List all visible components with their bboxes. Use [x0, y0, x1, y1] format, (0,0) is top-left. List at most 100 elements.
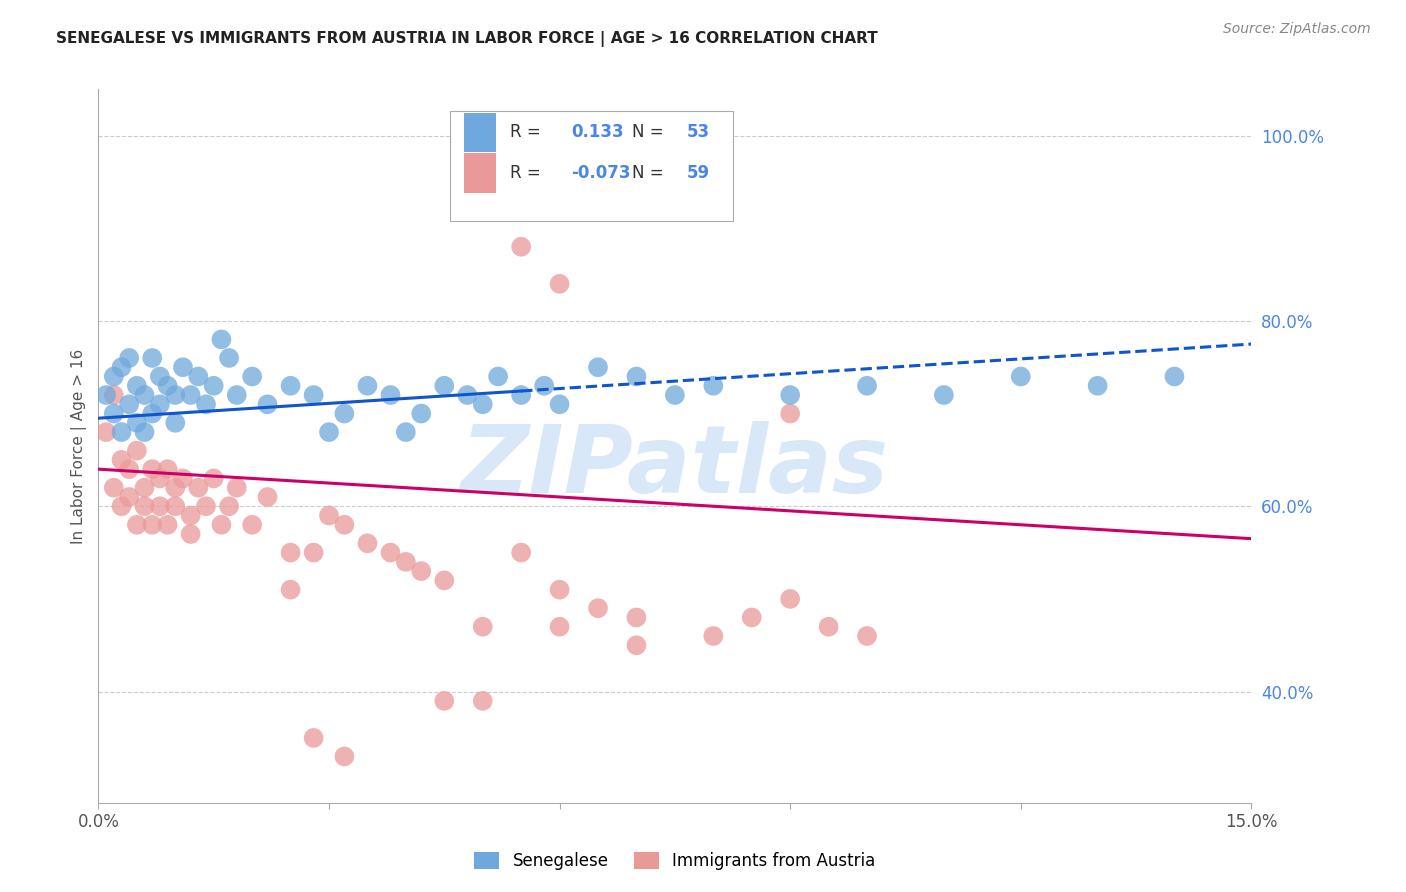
Point: [218, 351, 240, 365]
Point: [548, 620, 571, 634]
Point: [156, 517, 179, 532]
Point: [118, 490, 141, 504]
Point: [256, 490, 278, 504]
Point: [411, 564, 433, 578]
Point: [548, 277, 571, 291]
Point: [433, 574, 456, 588]
Point: [134, 425, 156, 439]
Point: [103, 369, 125, 384]
Point: [110, 453, 132, 467]
Point: [125, 378, 148, 392]
Point: [356, 378, 378, 392]
Point: [280, 378, 302, 392]
Point: [156, 378, 179, 392]
Point: [626, 610, 648, 624]
Point: [702, 629, 724, 643]
Point: [149, 369, 172, 384]
Point: [817, 620, 839, 634]
Point: [779, 407, 801, 421]
Point: [118, 462, 141, 476]
Point: [626, 369, 648, 384]
Point: [932, 388, 955, 402]
Point: [149, 500, 172, 514]
Text: Source: ZipAtlas.com: Source: ZipAtlas.com: [1223, 22, 1371, 37]
Point: [356, 536, 378, 550]
Bar: [450, 111, 733, 221]
Point: [779, 388, 801, 402]
Point: [256, 397, 278, 411]
Point: [141, 407, 163, 421]
Text: R =: R =: [510, 123, 541, 141]
Point: [333, 749, 356, 764]
Point: [302, 388, 325, 402]
Point: [411, 407, 433, 421]
Point: [134, 481, 156, 495]
Point: [118, 397, 141, 411]
Legend: Senegalese, Immigrants from Austria: Senegalese, Immigrants from Austria: [468, 845, 882, 877]
Point: [195, 397, 218, 411]
Point: [626, 638, 648, 652]
Text: -0.073: -0.073: [571, 164, 631, 182]
Point: [433, 694, 456, 708]
Point: [280, 582, 302, 597]
Point: [202, 378, 225, 392]
Point: [486, 369, 509, 384]
Point: [510, 545, 533, 559]
Point: [510, 388, 533, 402]
Point: [118, 351, 141, 365]
Point: [149, 397, 172, 411]
Point: [225, 388, 247, 402]
Point: [471, 620, 494, 634]
Point: [165, 416, 187, 430]
Point: [180, 388, 202, 402]
Point: [302, 731, 325, 745]
Point: [471, 397, 494, 411]
Point: [103, 481, 125, 495]
Point: [225, 481, 247, 495]
Point: [302, 545, 325, 559]
Point: [380, 545, 402, 559]
Point: [165, 388, 187, 402]
Text: N =: N =: [633, 123, 664, 141]
Point: [149, 471, 172, 485]
Point: [209, 333, 232, 347]
Point: [433, 378, 456, 392]
Point: [110, 500, 132, 514]
Point: [202, 471, 225, 485]
Point: [856, 378, 879, 392]
Point: [586, 601, 609, 615]
Point: [548, 582, 571, 597]
Point: [395, 555, 418, 569]
Point: [125, 443, 148, 458]
Point: [103, 388, 125, 402]
Point: [141, 517, 163, 532]
Point: [510, 240, 533, 254]
Point: [165, 500, 187, 514]
Point: [187, 481, 209, 495]
Point: [156, 462, 179, 476]
Point: [333, 407, 356, 421]
Bar: [464, 153, 496, 193]
Bar: [464, 112, 496, 152]
Point: [779, 591, 801, 606]
Text: R =: R =: [510, 164, 541, 182]
Point: [395, 425, 418, 439]
Point: [165, 481, 187, 495]
Point: [141, 351, 163, 365]
Point: [195, 500, 218, 514]
Point: [318, 508, 340, 523]
Text: N =: N =: [633, 164, 664, 182]
Point: [94, 425, 117, 439]
Point: [380, 388, 402, 402]
Point: [280, 545, 302, 559]
Point: [134, 388, 156, 402]
Point: [548, 397, 571, 411]
Point: [240, 369, 263, 384]
Point: [856, 629, 879, 643]
Y-axis label: In Labor Force | Age > 16: In Labor Force | Age > 16: [72, 349, 87, 543]
Text: ZIPatlas: ZIPatlas: [461, 421, 889, 514]
Point: [702, 378, 724, 392]
Point: [110, 360, 132, 375]
Point: [471, 694, 494, 708]
Point: [533, 378, 555, 392]
